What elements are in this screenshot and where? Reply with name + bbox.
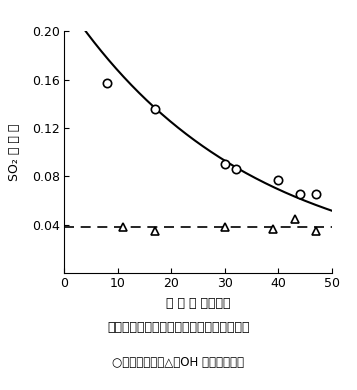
- Text: SO₂ 変 換 率: SO₂ 変 換 率: [8, 123, 21, 181]
- Text: 図１　二酸化硫黄変換率に対する湿度効果: 図１ 二酸化硫黄変換率に対する湿度効果: [107, 321, 250, 334]
- X-axis label: 相 対 湿 度（％）: 相 対 湿 度（％）: [166, 297, 230, 310]
- Text: ○：全変換率，△：OH による変換率: ○：全変換率，△：OH による変換率: [112, 356, 245, 369]
